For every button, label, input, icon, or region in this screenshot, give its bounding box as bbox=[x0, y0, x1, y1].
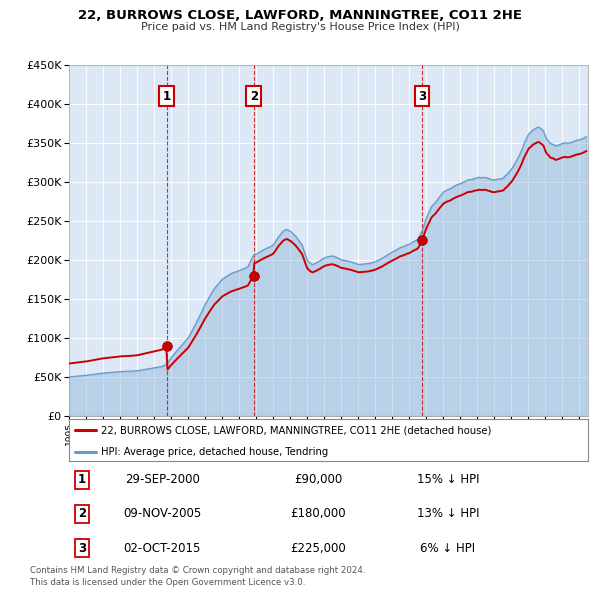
Text: 22, BURROWS CLOSE, LAWFORD, MANNINGTREE, CO11 2HE: 22, BURROWS CLOSE, LAWFORD, MANNINGTREE,… bbox=[78, 9, 522, 22]
Text: Price paid vs. HM Land Registry's House Price Index (HPI): Price paid vs. HM Land Registry's House … bbox=[140, 22, 460, 32]
Text: 22, BURROWS CLOSE, LAWFORD, MANNINGTREE, CO11 2HE (detached house): 22, BURROWS CLOSE, LAWFORD, MANNINGTREE,… bbox=[101, 425, 491, 435]
Text: 3: 3 bbox=[418, 90, 426, 103]
Text: 6% ↓ HPI: 6% ↓ HPI bbox=[421, 542, 475, 555]
Text: 29-SEP-2000: 29-SEP-2000 bbox=[125, 473, 200, 486]
Text: 3: 3 bbox=[78, 542, 86, 555]
Text: 13% ↓ HPI: 13% ↓ HPI bbox=[416, 507, 479, 520]
Text: £180,000: £180,000 bbox=[290, 507, 346, 520]
Text: 2: 2 bbox=[250, 90, 258, 103]
Text: 15% ↓ HPI: 15% ↓ HPI bbox=[416, 473, 479, 486]
Text: £90,000: £90,000 bbox=[294, 473, 342, 486]
Text: 1: 1 bbox=[78, 473, 86, 486]
Text: £225,000: £225,000 bbox=[290, 542, 346, 555]
Text: 1: 1 bbox=[163, 90, 171, 103]
Text: HPI: Average price, detached house, Tendring: HPI: Average price, detached house, Tend… bbox=[101, 447, 328, 457]
Text: 02-OCT-2015: 02-OCT-2015 bbox=[124, 542, 201, 555]
Text: Contains HM Land Registry data © Crown copyright and database right 2024.
This d: Contains HM Land Registry data © Crown c… bbox=[30, 566, 365, 587]
Text: 09-NOV-2005: 09-NOV-2005 bbox=[123, 507, 202, 520]
Text: 2: 2 bbox=[78, 507, 86, 520]
